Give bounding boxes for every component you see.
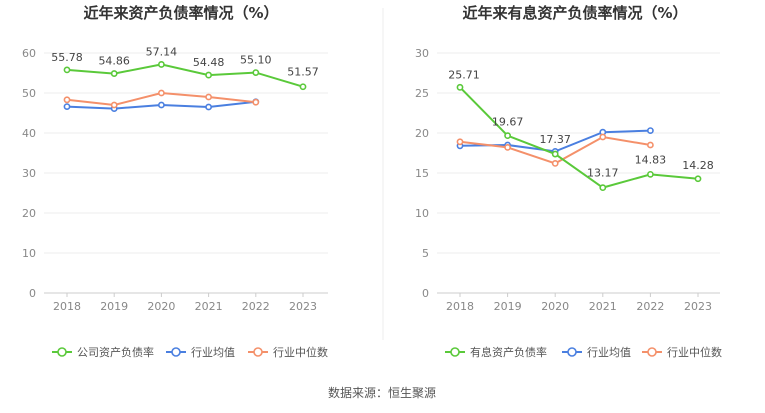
x-tick-label: 2022 xyxy=(636,300,664,313)
y-tick-label: 30 xyxy=(415,47,429,60)
data-point xyxy=(551,150,559,158)
legend-label: 行业均值 xyxy=(587,346,631,359)
data-point xyxy=(599,184,607,192)
x-tick-label: 2021 xyxy=(195,300,223,313)
x-tick-label: 2020 xyxy=(541,300,569,313)
legend-label: 行业均值 xyxy=(191,346,235,359)
series-line xyxy=(66,63,304,88)
y-tick-label: 0 xyxy=(29,287,36,300)
legend-label: 行业中位数 xyxy=(667,345,722,359)
chart-title: 近年来资产负债率情况（%） xyxy=(83,4,278,22)
data-source: 数据来源：恒生聚源 xyxy=(328,385,436,400)
legend-marker-icon xyxy=(171,347,181,357)
legend-item[interactable]: 行业均值 xyxy=(166,346,235,359)
chart-title: 近年来有息资产负债率情况（%） xyxy=(462,4,687,22)
data-point xyxy=(647,141,654,149)
legend-item[interactable]: 行业均值 xyxy=(562,346,631,359)
data-point xyxy=(647,170,654,178)
legend-label: 行业中位数 xyxy=(273,345,328,359)
data-point xyxy=(504,132,511,140)
legend-marker-icon xyxy=(567,347,577,357)
y-tick-label: 30 xyxy=(22,167,36,180)
x-tick-label: 2022 xyxy=(242,300,270,313)
legend-label: 公司资产负债率 xyxy=(77,345,154,359)
data-point xyxy=(110,101,118,109)
legend-marker-icon xyxy=(647,347,657,357)
data-label: 14.83 xyxy=(635,153,667,166)
data-label: 54.86 xyxy=(98,55,130,68)
legend-item[interactable]: 行业中位数 xyxy=(642,345,722,359)
y-tick-label: 0 xyxy=(422,287,429,300)
data-label: 55.10 xyxy=(240,54,272,67)
data-point xyxy=(157,101,165,109)
legend-item[interactable]: 有息资产负债率 xyxy=(445,345,547,359)
y-tick-label: 10 xyxy=(415,207,429,220)
data-label: 51.57 xyxy=(287,66,319,79)
data-label: 54.48 xyxy=(193,56,225,69)
data-point xyxy=(110,70,118,77)
x-tick-label: 2023 xyxy=(684,300,712,313)
x-tick-label: 2021 xyxy=(589,300,617,313)
data-label: 19.67 xyxy=(492,116,524,129)
legend-item[interactable]: 公司资产负债率 xyxy=(52,345,154,359)
data-point xyxy=(694,175,702,183)
x-tick-label: 2019 xyxy=(100,300,128,313)
data-point xyxy=(599,133,607,141)
data-point xyxy=(205,71,212,79)
x-tick-label: 2020 xyxy=(147,300,175,313)
data-point xyxy=(63,103,71,110)
chart-debt-ratio: 近年来资产负债率情况（%） 0 10 20 30 40 50 60 2018 2019 2020 2… xyxy=(22,4,328,359)
data-label: 25.71 xyxy=(448,68,480,81)
data-label: 57.14 xyxy=(146,45,178,58)
legend-marker-icon xyxy=(57,347,67,357)
x-tick-label: 2018 xyxy=(53,300,81,313)
data-point xyxy=(205,103,212,111)
data-point xyxy=(299,83,307,91)
data-label: 17.37 xyxy=(539,133,571,146)
data-point xyxy=(205,93,212,101)
legend-label: 有息资产负债率 xyxy=(470,345,547,359)
data-point xyxy=(551,159,559,167)
chart-interest-bearing-debt-ratio: 近年来有息资产负债率情况（%） 0 5 10 15 20 25 30 2018 2019 2020… xyxy=(415,4,722,359)
data-point xyxy=(456,138,464,146)
y-tick-label: 60 xyxy=(22,47,36,60)
data-point xyxy=(504,143,511,151)
y-tick-label: 20 xyxy=(415,127,429,140)
x-tick-label: 2018 xyxy=(446,300,474,313)
data-point xyxy=(647,127,654,134)
y-tick-label: 15 xyxy=(415,167,429,180)
data-label: 14.28 xyxy=(682,159,714,172)
data-point xyxy=(63,96,71,104)
y-tick-label: 40 xyxy=(22,127,36,140)
y-tick-label: 25 xyxy=(415,87,429,100)
x-tick-label: 2019 xyxy=(494,300,522,313)
data-label: 13.17 xyxy=(587,167,619,180)
data-point xyxy=(252,98,260,106)
data-point xyxy=(252,69,260,76)
x-tick-label: 2023 xyxy=(289,300,317,313)
y-tick-label: 20 xyxy=(22,207,36,220)
y-tick-label: 50 xyxy=(22,87,36,100)
legend-item[interactable]: 行业中位数 xyxy=(248,345,328,359)
y-tick-label: 5 xyxy=(422,247,429,260)
data-label: 55.78 xyxy=(51,51,83,64)
series-line xyxy=(459,86,699,189)
legend-marker-icon xyxy=(450,347,460,357)
data-point xyxy=(456,83,464,91)
data-point xyxy=(157,89,165,97)
data-point xyxy=(157,61,165,68)
y-tick-label: 10 xyxy=(22,247,36,260)
data-point xyxy=(63,66,71,74)
legend-marker-icon xyxy=(253,347,263,357)
